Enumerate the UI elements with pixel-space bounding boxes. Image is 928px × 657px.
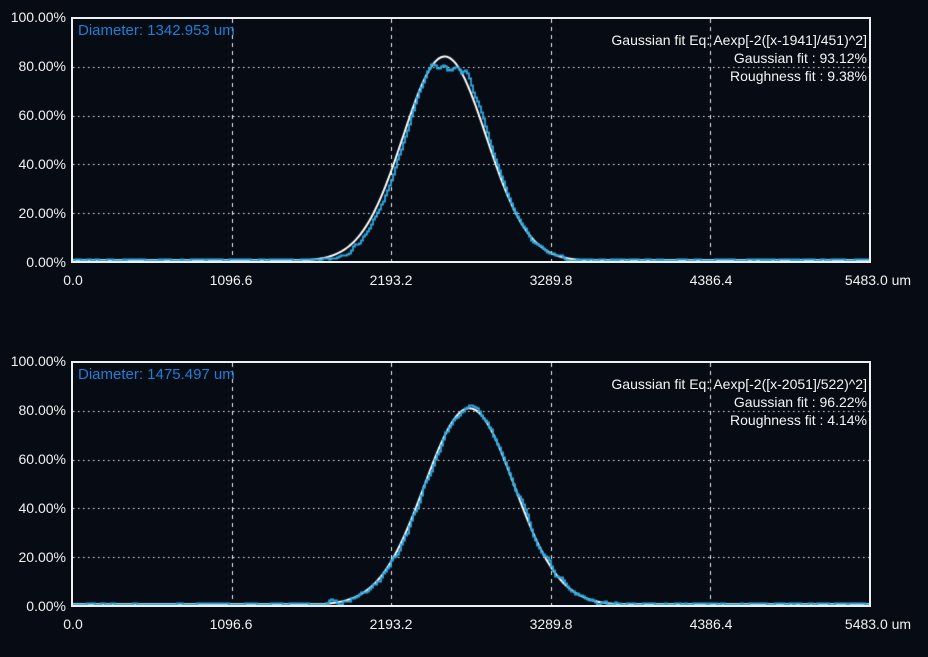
- x-axis-tick-label: 1096.6: [209, 616, 253, 632]
- gaussian-fit-equation: Gaussian fit Eq: Aexp[-2([x-2051]/522)^2…: [611, 376, 867, 392]
- plot-area: Diameter: 1342.953 um Gaussian fit Eq: A…: [71, 17, 871, 263]
- plot-area: Diameter: 1475.497 um Gaussian fit Eq: A…: [71, 361, 871, 607]
- x-axis-tick-label: 0.0: [63, 272, 83, 288]
- plot-canvas: [73, 363, 869, 605]
- plot-canvas: [73, 19, 869, 261]
- fit-annotations: Gaussian fit Eq: Aexp[-2([x-1941]/451)^2…: [611, 31, 867, 85]
- diameter-readout: Diameter: 1475.497 um: [78, 366, 235, 383]
- x-axis-tick-label: 1096.6: [209, 272, 253, 288]
- diameter-readout: Diameter: 1342.953 um: [78, 22, 235, 39]
- y-axis-tick-label: 60.00%: [18, 107, 66, 123]
- beam-profile-bottom-chart: 100.00% 80.00% 60.00% 40.00% 20.00% 0.00…: [0, 344, 928, 644]
- fit-annotations: Gaussian fit Eq: Aexp[-2([x-2051]/522)^2…: [611, 375, 867, 429]
- x-axis-tick-label: 2193.2: [369, 616, 413, 632]
- y-axis-tick-label: 80.00%: [18, 402, 66, 418]
- beam-profile-top-chart: 100.00% 80.00% 60.00% 40.00% 20.00% 0.00…: [0, 0, 928, 300]
- gaussian-fit-percentage: Gaussian fit : 93.12%: [733, 50, 867, 66]
- y-axis-tick-label: 20.00%: [18, 205, 66, 221]
- y-axis-tick-label: 40.00%: [18, 156, 66, 172]
- y-axis-tick-label: 0.00%: [26, 254, 66, 270]
- x-axis-tick-label: 4386.4: [689, 272, 733, 288]
- x-axis-tick-label: 3289.8: [529, 272, 573, 288]
- y-axis-tick-label: 40.00%: [18, 500, 66, 516]
- y-axis-tick-label: 100.00%: [10, 9, 66, 25]
- y-axis-tick-label: 20.00%: [18, 549, 66, 565]
- gaussian-fit-percentage: Gaussian fit : 96.22%: [733, 394, 867, 410]
- x-axis-tick-label: 0.0: [63, 616, 83, 632]
- x-axis-tick-label: 5483.0 um: [844, 616, 912, 632]
- x-axis-tick-label: 4386.4: [689, 616, 733, 632]
- x-axis-tick-label: 3289.8: [529, 616, 573, 632]
- y-axis-tick-label: 0.00%: [26, 598, 66, 614]
- x-axis-tick-label: 2193.2: [369, 272, 413, 288]
- gaussian-fit-equation: Gaussian fit Eq: Aexp[-2([x-1941]/451)^2…: [611, 32, 867, 48]
- y-axis-tick-label: 100.00%: [10, 353, 66, 369]
- y-axis-tick-label: 80.00%: [18, 58, 66, 74]
- roughness-fit-percentage: Roughness fit : 9.38%: [730, 68, 867, 84]
- y-axis-tick-label: 60.00%: [18, 451, 66, 467]
- x-axis-tick-label: 5483.0 um: [844, 272, 912, 288]
- roughness-fit-percentage: Roughness fit : 4.14%: [730, 412, 867, 428]
